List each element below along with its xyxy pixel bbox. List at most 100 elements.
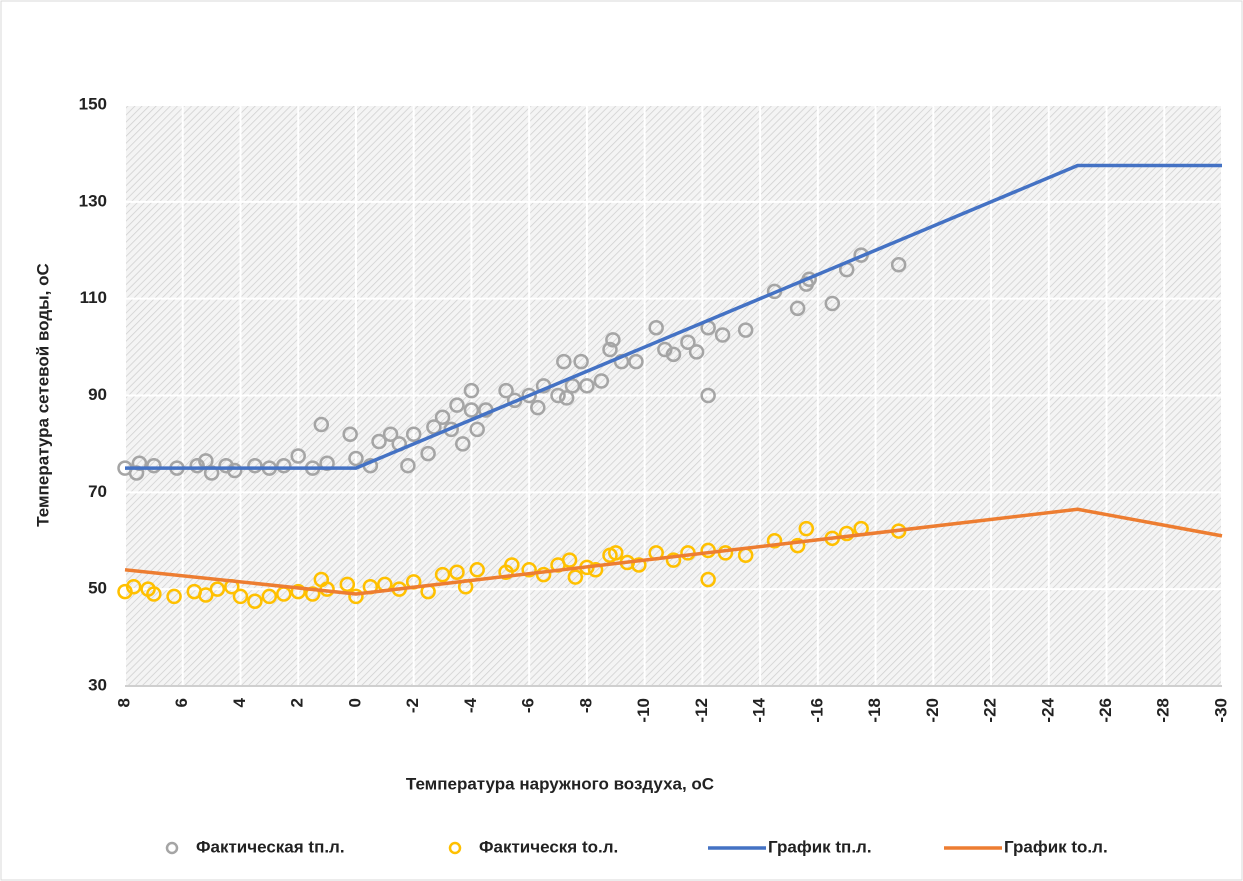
point <box>608 545 624 561</box>
point <box>631 557 647 573</box>
point <box>558 390 575 406</box>
point <box>579 378 595 394</box>
point <box>125 578 142 595</box>
x-tick-label: 6 <box>172 698 191 707</box>
point <box>665 346 682 363</box>
point <box>290 583 306 600</box>
point <box>521 562 537 578</box>
point <box>469 421 485 438</box>
y-tick-label: 130 <box>79 191 107 210</box>
x-tick-label: -4 <box>461 697 480 713</box>
legend-label: Фактическая tп.л. <box>196 837 345 856</box>
point <box>209 581 226 597</box>
point <box>342 426 358 442</box>
point <box>339 576 356 593</box>
legend-marker <box>448 841 462 855</box>
point <box>573 353 589 370</box>
x-tick-label: -24 <box>1038 697 1057 722</box>
point <box>700 571 716 588</box>
point <box>261 588 278 605</box>
point <box>714 327 731 343</box>
x-tick-label: -22 <box>981 698 1000 723</box>
point <box>890 257 907 273</box>
point <box>304 586 321 602</box>
point <box>798 520 815 537</box>
x-tick-label: -14 <box>750 697 769 722</box>
x-tick-label: -16 <box>807 698 826 723</box>
point <box>737 322 754 338</box>
point <box>463 382 480 399</box>
point <box>146 457 162 474</box>
point <box>628 353 644 370</box>
x-tick-label: -8 <box>576 698 595 713</box>
point <box>400 457 416 474</box>
point <box>602 341 618 358</box>
point <box>556 353 572 370</box>
point <box>535 566 552 583</box>
x-tick-label: -30 <box>1211 698 1230 723</box>
point <box>313 416 330 433</box>
x-tick-label: -2 <box>403 698 422 713</box>
point <box>688 344 705 360</box>
point <box>824 295 841 312</box>
point <box>420 445 436 462</box>
point <box>789 300 806 317</box>
point <box>247 593 263 610</box>
point <box>521 387 537 404</box>
point <box>766 533 783 549</box>
x-tick-label: 4 <box>230 697 249 707</box>
x-tick-label: -10 <box>634 698 653 723</box>
point <box>605 332 621 348</box>
legend-marker <box>165 841 179 855</box>
point <box>498 382 514 399</box>
point <box>146 586 162 602</box>
point <box>665 552 682 568</box>
x-tick-label: -28 <box>1154 698 1173 723</box>
y-tick-label: 110 <box>80 288 107 307</box>
legend-label: График tо.л. <box>1004 837 1108 856</box>
point <box>426 419 442 435</box>
point <box>789 537 806 554</box>
point <box>449 397 465 413</box>
point <box>449 564 465 580</box>
point <box>680 334 696 350</box>
x-tick-label: -12 <box>692 698 711 723</box>
x-tick-label: -20 <box>923 698 942 723</box>
line <box>124 507 1223 596</box>
point <box>463 402 480 418</box>
point <box>567 569 584 585</box>
point <box>382 426 399 442</box>
point <box>455 436 471 452</box>
legend-label: График tп.л. <box>768 837 872 856</box>
x-tick-label: -6 <box>519 698 538 713</box>
point <box>348 588 364 605</box>
point <box>561 552 578 568</box>
line <box>125 163 1222 470</box>
point <box>247 457 263 474</box>
x-axis-title: Температура наружного воздуха, оС <box>406 774 714 793</box>
y-tick-label: 30 <box>88 675 107 694</box>
y-tick-label: 150 <box>79 94 107 113</box>
point <box>469 562 485 578</box>
point <box>348 450 364 467</box>
x-tick-label: 0 <box>345 698 364 707</box>
legend-label: Фактическя tо.л. <box>479 837 618 856</box>
x-tick-label: -18 <box>865 698 884 723</box>
x-tick-label: 2 <box>288 698 307 707</box>
point <box>700 387 716 404</box>
point <box>405 426 422 442</box>
point <box>371 433 387 450</box>
point <box>504 557 520 573</box>
point <box>276 457 292 474</box>
point <box>232 588 249 605</box>
point <box>587 562 604 578</box>
point <box>564 378 581 394</box>
x-tick-label: -26 <box>1096 698 1115 723</box>
point <box>648 319 664 336</box>
point <box>838 525 855 542</box>
y-tick-label: 90 <box>88 385 107 404</box>
point <box>550 387 566 404</box>
y-tick-label: 70 <box>88 482 107 501</box>
x-tick-label: 8 <box>114 698 133 707</box>
